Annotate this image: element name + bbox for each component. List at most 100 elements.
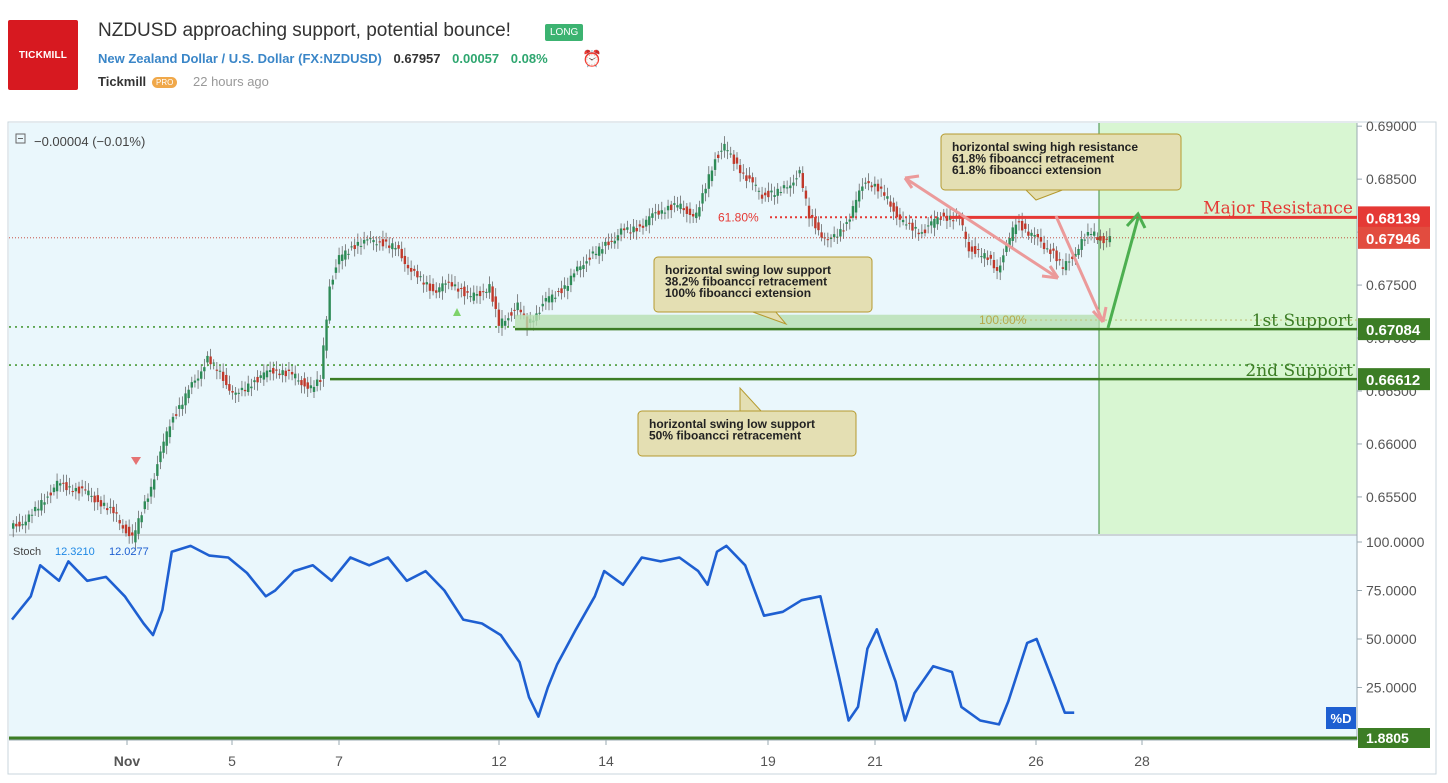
pane-readout: −0.00004 (−0.01%)	[34, 134, 145, 149]
candle-body	[1046, 248, 1049, 250]
candle-body	[394, 247, 397, 250]
candle-body	[801, 173, 804, 188]
signal-up-marker	[453, 308, 461, 316]
candle-body	[1089, 233, 1093, 235]
candle-body	[961, 218, 964, 226]
candle-body	[1071, 256, 1074, 259]
candle-body	[660, 210, 663, 214]
candle-body	[12, 523, 15, 529]
candle-body	[287, 369, 291, 371]
candle-body	[1036, 233, 1039, 238]
candle-body	[419, 276, 422, 278]
idea-title[interactable]: NZDUSD approaching support, potential bo…	[98, 20, 511, 41]
chart-canvas[interactable]: Major Resistance 1st Support 2nd Support 61…	[0, 118, 1448, 783]
candle-body	[563, 285, 566, 289]
candle-body	[785, 187, 789, 189]
candle-body	[776, 188, 779, 196]
callout-box[interactable]	[653, 256, 873, 313]
candle-body	[861, 186, 864, 191]
candle-body	[619, 228, 623, 235]
long-badge: LONG	[545, 24, 584, 41]
candle-body	[149, 486, 153, 497]
candle-body	[836, 236, 839, 238]
candle-body	[773, 195, 776, 197]
alarm-clock-icon[interactable]: ⏰	[582, 51, 602, 68]
candle-body	[973, 246, 977, 254]
candle-body	[522, 313, 526, 316]
candle-body	[281, 370, 284, 376]
candle-body	[930, 221, 933, 226]
candle-body	[710, 170, 714, 182]
candle-body	[212, 362, 215, 364]
callout-box[interactable]	[637, 410, 857, 457]
time-tick-label: 14	[598, 753, 614, 769]
candle-body	[588, 257, 591, 260]
candle-body	[695, 212, 698, 219]
stoch-d-tag	[1326, 707, 1356, 729]
candle-body	[77, 486, 81, 494]
candle-body	[200, 371, 203, 379]
candle-body	[547, 296, 551, 303]
candle-body	[124, 524, 128, 534]
candle-body	[983, 253, 986, 259]
candle-body	[137, 518, 140, 534]
candles	[12, 136, 1112, 551]
candle-body	[381, 239, 385, 247]
candle-body	[62, 482, 65, 484]
candle-body	[127, 526, 131, 537]
candle-body	[873, 183, 877, 187]
tickmill-logo[interactable]: TICKMILL	[8, 20, 78, 90]
candle-body	[566, 285, 569, 291]
candle-body	[96, 495, 99, 503]
candle-body	[839, 229, 842, 237]
candle-body	[895, 206, 898, 218]
candle-body	[632, 226, 635, 233]
candle-body	[30, 514, 34, 516]
collapse-icon[interactable]	[15, 133, 26, 144]
candle-body	[851, 206, 855, 218]
candle-body	[842, 230, 845, 232]
stoch-k-readout: 12.3210	[55, 546, 95, 558]
candle-body	[569, 275, 573, 286]
callout-box[interactable]	[940, 133, 1182, 191]
candle-body	[356, 241, 360, 246]
bounce-projection-arrow	[1106, 217, 1140, 329]
candle-body	[215, 369, 219, 371]
candle-body	[635, 227, 638, 232]
candle-body	[713, 159, 717, 170]
candle-body	[654, 212, 657, 214]
candle-body	[460, 288, 463, 290]
candle-body	[203, 367, 206, 372]
candle-body	[1080, 239, 1083, 250]
candle-body	[876, 183, 880, 192]
candle-body	[666, 205, 670, 211]
candle-body	[804, 190, 808, 199]
candle-body	[21, 524, 24, 526]
fib-100-label: 100.00%	[979, 313, 1027, 327]
candle-body	[967, 242, 971, 252]
candle-body	[46, 496, 49, 498]
candle-body	[554, 297, 557, 299]
candle-body	[456, 288, 460, 292]
candle-body	[858, 190, 861, 202]
candle-body	[742, 172, 745, 174]
candle-body	[754, 184, 757, 186]
candle-body	[1052, 248, 1055, 251]
candle-body	[757, 190, 761, 192]
callout-text: horizontal swing low support	[665, 263, 831, 277]
candle-body	[623, 228, 626, 231]
candle-body	[259, 375, 262, 378]
author-name[interactable]: Tickmill	[98, 74, 147, 89]
candle-body	[378, 241, 381, 243]
symbol-name[interactable]: New Zealand Dollar / U.S. Dollar	[98, 51, 295, 66]
candle-body	[306, 382, 309, 389]
candle-body	[153, 479, 156, 490]
symbol-code[interactable]: (FX:NZDUSD)	[298, 51, 382, 66]
price-level-tag-text: 0.67084	[1366, 322, 1421, 339]
candle-body	[989, 254, 992, 259]
candle-body	[359, 245, 363, 247]
candle-body	[892, 202, 895, 212]
candle-body	[247, 383, 250, 392]
candle-body	[745, 175, 748, 181]
candle-body	[516, 302, 519, 311]
